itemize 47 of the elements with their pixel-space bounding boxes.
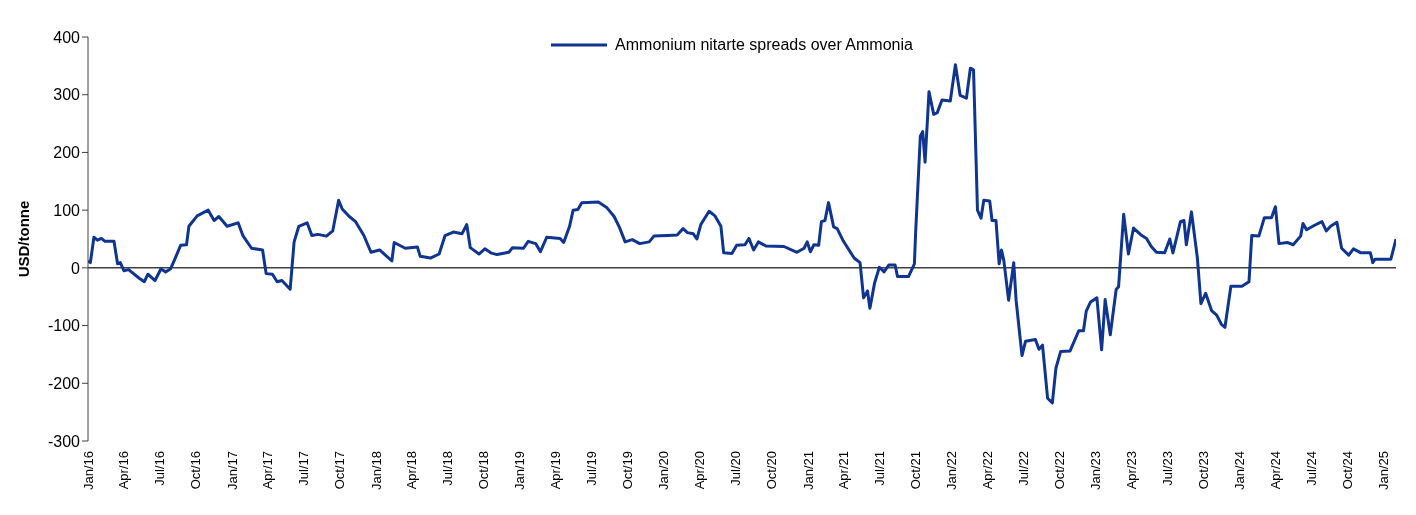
y-tick-label: -100 <box>47 317 81 335</box>
legend-label: Ammonium nitarte spreads over Ammonia <box>615 36 913 54</box>
x-tick-label: Jul/22 <box>1015 451 1031 486</box>
x-tick-label: Apr/22 <box>979 451 995 490</box>
x-tick-label: Oct/17 <box>332 451 348 490</box>
x-tick-label: Oct/24 <box>1340 451 1356 490</box>
x-tick-label: Jan/16 <box>80 451 96 491</box>
x-tick-label: Oct/16 <box>188 451 204 490</box>
x-tick-label: Apr/23 <box>1123 451 1139 490</box>
x-tick-label: Apr/17 <box>260 451 276 490</box>
y-tick-label: -200 <box>47 374 81 392</box>
x-tick-label: Apr/18 <box>404 451 420 490</box>
y-tick-label: 200 <box>53 144 81 162</box>
x-tick-label: Oct/22 <box>1051 451 1067 490</box>
x-tick-label: Jan/23 <box>1088 451 1104 491</box>
x-tick-label: Oct/18 <box>476 451 492 490</box>
x-tick-label: Apr/19 <box>547 451 563 490</box>
x-tick-label: Oct/21 <box>908 451 924 490</box>
y-tick-label: -300 <box>47 432 81 450</box>
x-tick-label: Jul/17 <box>296 451 312 486</box>
y-axis-title: USD/tonne <box>15 200 33 278</box>
y-tick-label: 300 <box>53 86 81 104</box>
x-tick-label: Jul/23 <box>1159 451 1175 486</box>
x-tick-label: Oct/20 <box>764 451 780 490</box>
x-tick-label: Jan/19 <box>512 451 528 491</box>
x-tick-label: Jul/20 <box>728 451 743 486</box>
x-tick-label: Jan/25 <box>1376 451 1392 491</box>
x-tick-label: Jul/24 <box>1303 451 1319 486</box>
y-tick-label: 0 <box>71 259 81 277</box>
x-tick-label: Oct/19 <box>620 451 636 490</box>
x-tick-label: Apr/20 <box>692 451 708 490</box>
x-tick-label: Oct/23 <box>1195 451 1211 490</box>
x-tick-label: Jul/18 <box>439 451 455 486</box>
x-tick-label: Jan/18 <box>368 451 384 491</box>
y-tick-label: 400 <box>53 28 81 46</box>
x-tick-label: Apr/21 <box>835 451 851 490</box>
x-tick-label: Jul/21 <box>871 451 887 486</box>
x-tick-label: Jan/24 <box>1232 451 1248 491</box>
x-tick-label: Jul/19 <box>583 451 599 486</box>
x-tick-label: Apr/24 <box>1267 451 1283 490</box>
x-tick-label: Jan/20 <box>656 451 672 491</box>
x-tick-label: Apr/16 <box>116 451 132 490</box>
x-tick-label: Jan/21 <box>800 451 816 491</box>
x-tick-label: Jan/22 <box>944 451 960 491</box>
x-tick-label: Jan/17 <box>224 451 240 491</box>
x-tick-label: Jul/16 <box>152 451 168 486</box>
y-tick-label: 100 <box>53 201 81 219</box>
